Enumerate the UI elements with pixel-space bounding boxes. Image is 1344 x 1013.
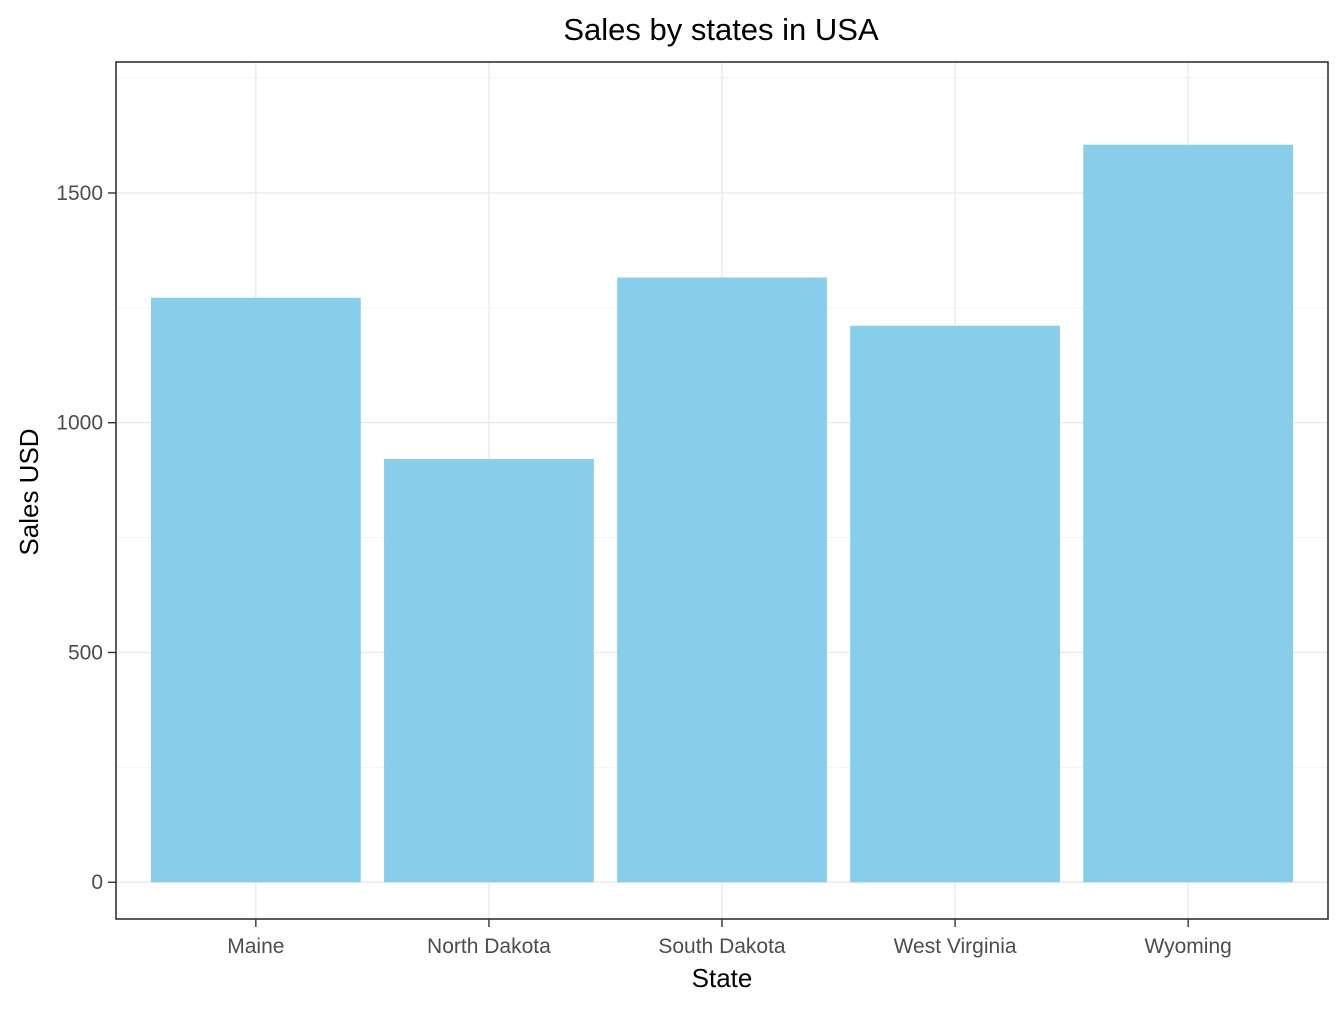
bar-west-virginia [850,325,1060,883]
x-tick-label: West Virginia [894,935,1017,958]
bar-maine [150,297,361,883]
bar-south-dakota [617,277,827,883]
y-axis: 0 500 1000 1500 [56,182,116,894]
chart-title: Sales by states in USA [563,12,879,47]
x-axis: Maine North Dakota South Dakota West Virgin… [227,919,1232,958]
bar-wyoming [1083,144,1294,883]
x-tick-label: North Dakota [427,935,551,958]
x-axis-title: State [692,963,753,993]
y-tick-label: 0 [91,871,103,894]
bar-north-dakota [384,459,594,883]
y-tick-label: 1500 [56,182,103,205]
y-axis-title: Sales USD [14,428,44,555]
x-tick-label: Wyoming [1144,935,1231,958]
x-tick-label: Maine [227,935,284,958]
bars [150,144,1294,883]
y-tick-label: 500 [68,641,103,664]
x-tick-label: South Dakota [658,935,786,958]
y-tick-label: 1000 [56,412,103,435]
